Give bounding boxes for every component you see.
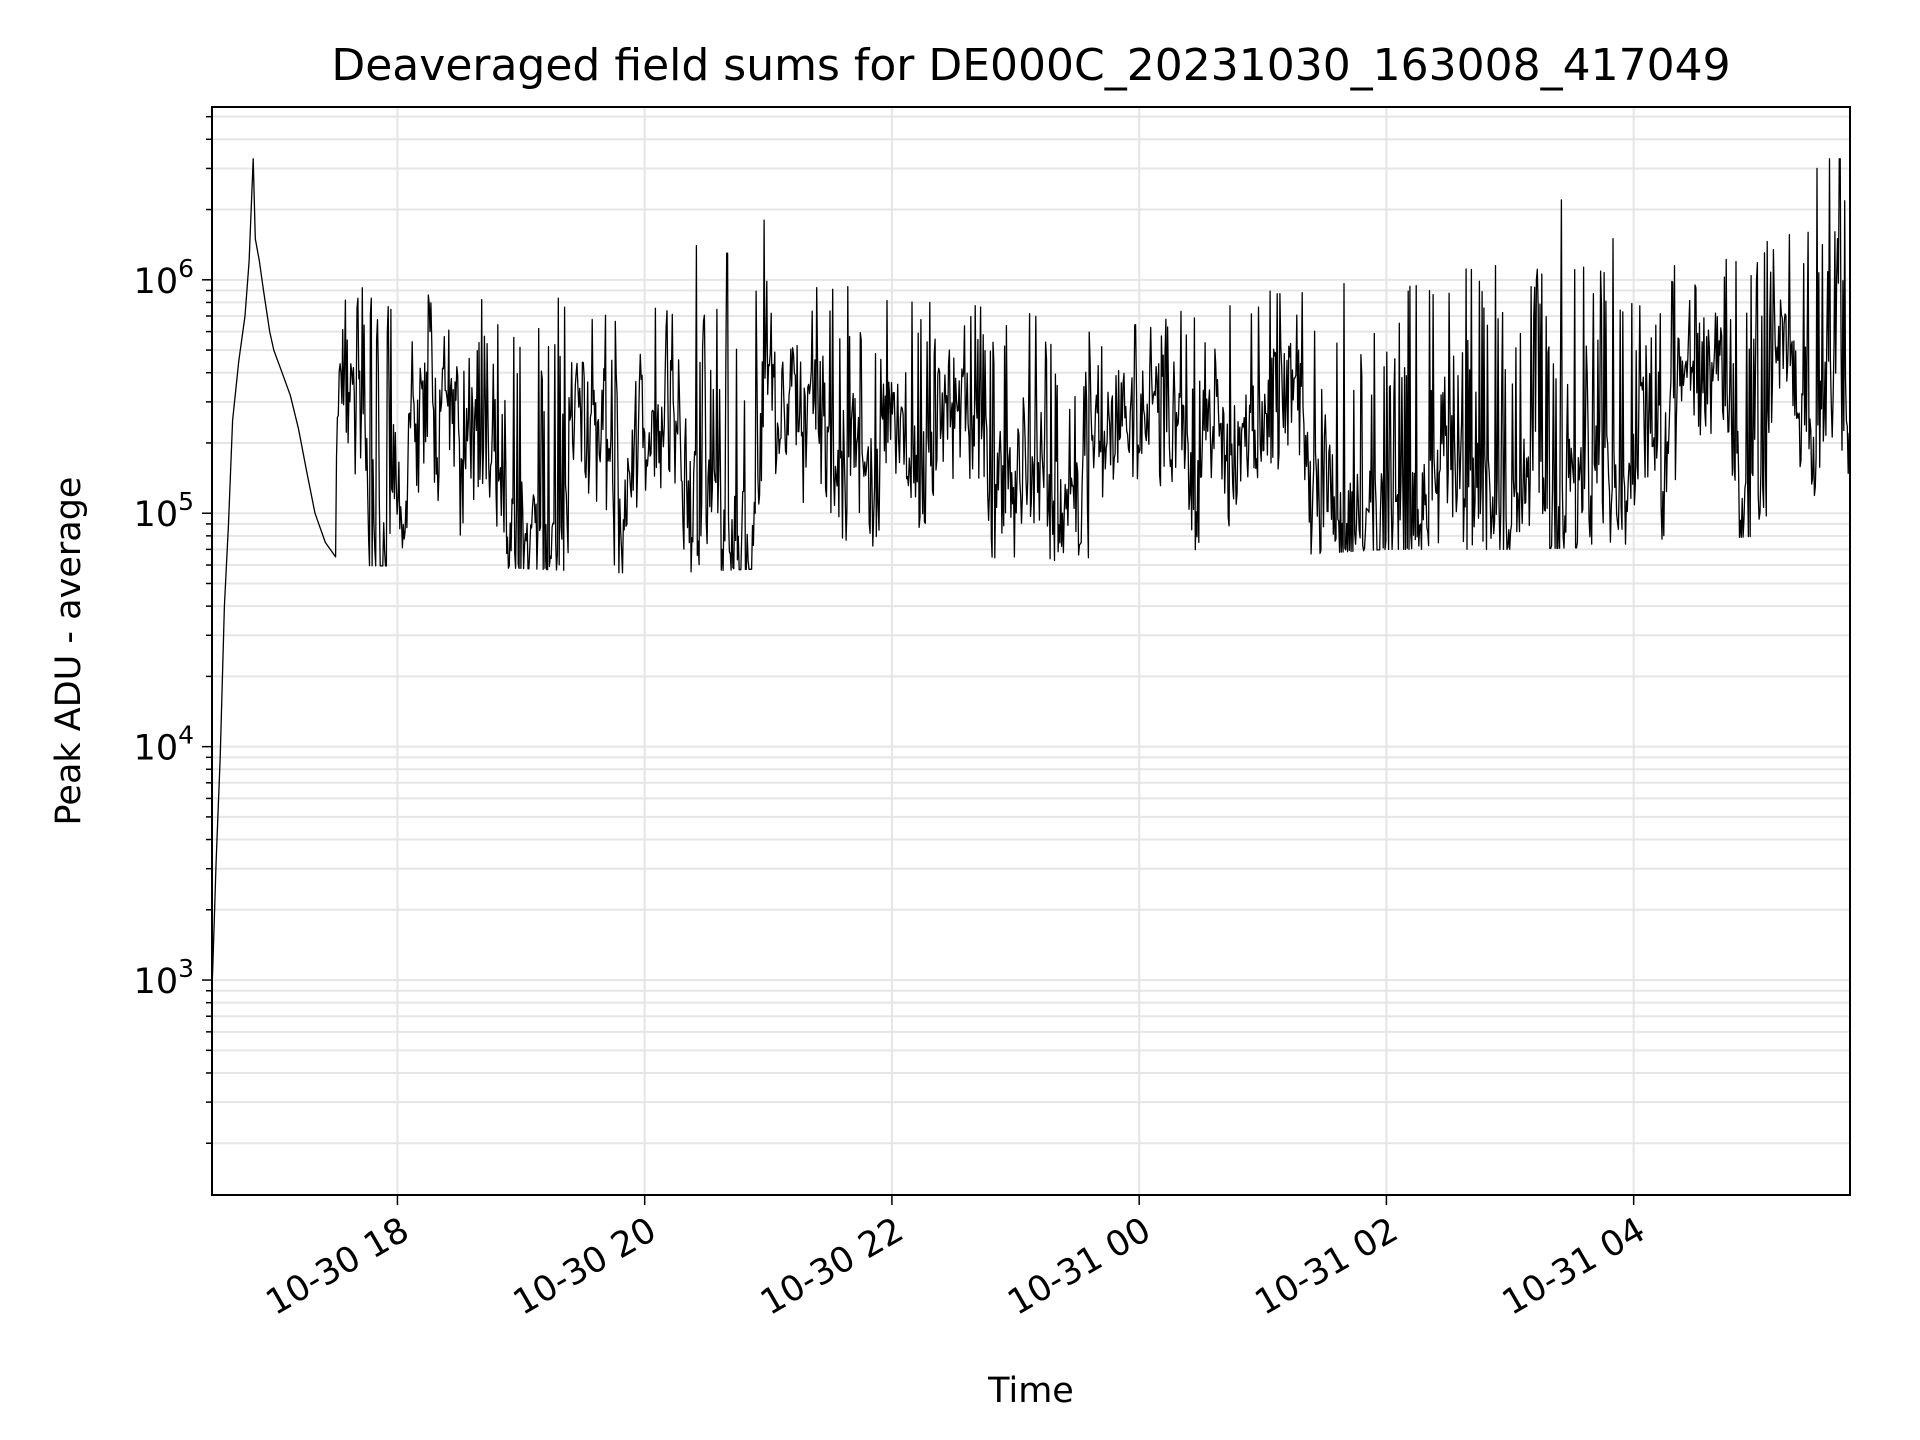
y-tick-label: 103 bbox=[134, 954, 194, 1002]
grid bbox=[212, 107, 1850, 1195]
series-layer bbox=[211, 158, 1851, 991]
y-axis-label: Peak ADU - average bbox=[49, 477, 89, 826]
y-tick-label: 106 bbox=[134, 254, 194, 302]
y-tick-label: 104 bbox=[134, 721, 194, 769]
x-axis-label: Time bbox=[987, 1371, 1074, 1411]
series-line bbox=[211, 158, 1851, 991]
plot-frame bbox=[211, 106, 1851, 1196]
y-tick-label: 105 bbox=[134, 487, 194, 535]
chart-title: Deaveraged field sums for DE000C_2023103… bbox=[331, 40, 1730, 91]
